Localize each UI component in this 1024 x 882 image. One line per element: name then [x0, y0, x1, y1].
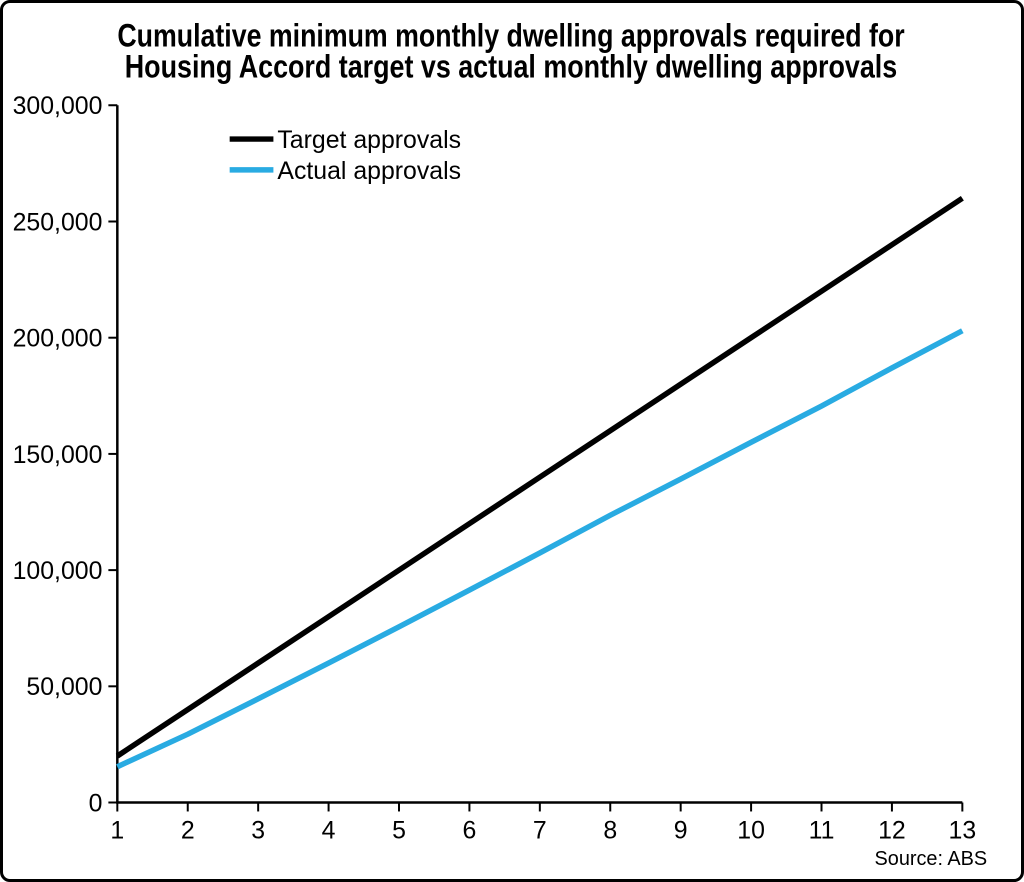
x-tick-label: 9 — [674, 817, 688, 844]
y-tick-label: 250,000 — [13, 209, 103, 236]
plot-series — [115, 195, 964, 770]
y-tick-label: 200,000 — [13, 326, 103, 353]
source-note: Source: ABS — [875, 848, 988, 870]
x-tick-label: 7 — [533, 817, 547, 844]
x-tick-label: 1 — [110, 817, 124, 844]
axis-lines — [116, 105, 963, 804]
y-tick-label: 100,000 — [13, 558, 103, 585]
legend-label-actual: Actual approvals — [277, 158, 461, 185]
x-tick-label: 13 — [949, 817, 977, 844]
x-tick-label: 3 — [251, 817, 265, 844]
chart-title-line2: Housing Accord target vs actual monthly … — [125, 48, 897, 85]
x-tick-label: 11 — [809, 817, 835, 844]
series-line-target — [115, 195, 964, 759]
chart-title-line1: Cumulative minimum monthly dwelling appr… — [117, 17, 905, 54]
x-tick-label: 2 — [181, 817, 195, 844]
x-tick-label: 6 — [463, 817, 477, 844]
chart-canvas: Cumulative minimum monthly dwelling appr… — [13, 17, 988, 870]
x-tick-label: 5 — [392, 817, 406, 844]
series-line-actual — [116, 328, 964, 770]
x-tick-label: 12 — [878, 817, 906, 844]
axes: 0 50,000 100,000 150,000 200,000 250,000 300,0… — [13, 93, 977, 844]
x-tick-label: 10 — [737, 817, 765, 844]
y-tick-label: 150,000 — [13, 442, 103, 469]
legend: Target approvals Actual approvals — [229, 127, 461, 185]
x-tick-label: 4 — [322, 817, 336, 844]
y-tick-label: 300,000 — [13, 93, 103, 120]
y-tick-label: 50,000 — [26, 674, 102, 701]
y-tick-label: 0 — [89, 790, 103, 817]
x-tick-label: 8 — [603, 817, 617, 844]
legend-label-target: Target approvals — [277, 127, 461, 154]
